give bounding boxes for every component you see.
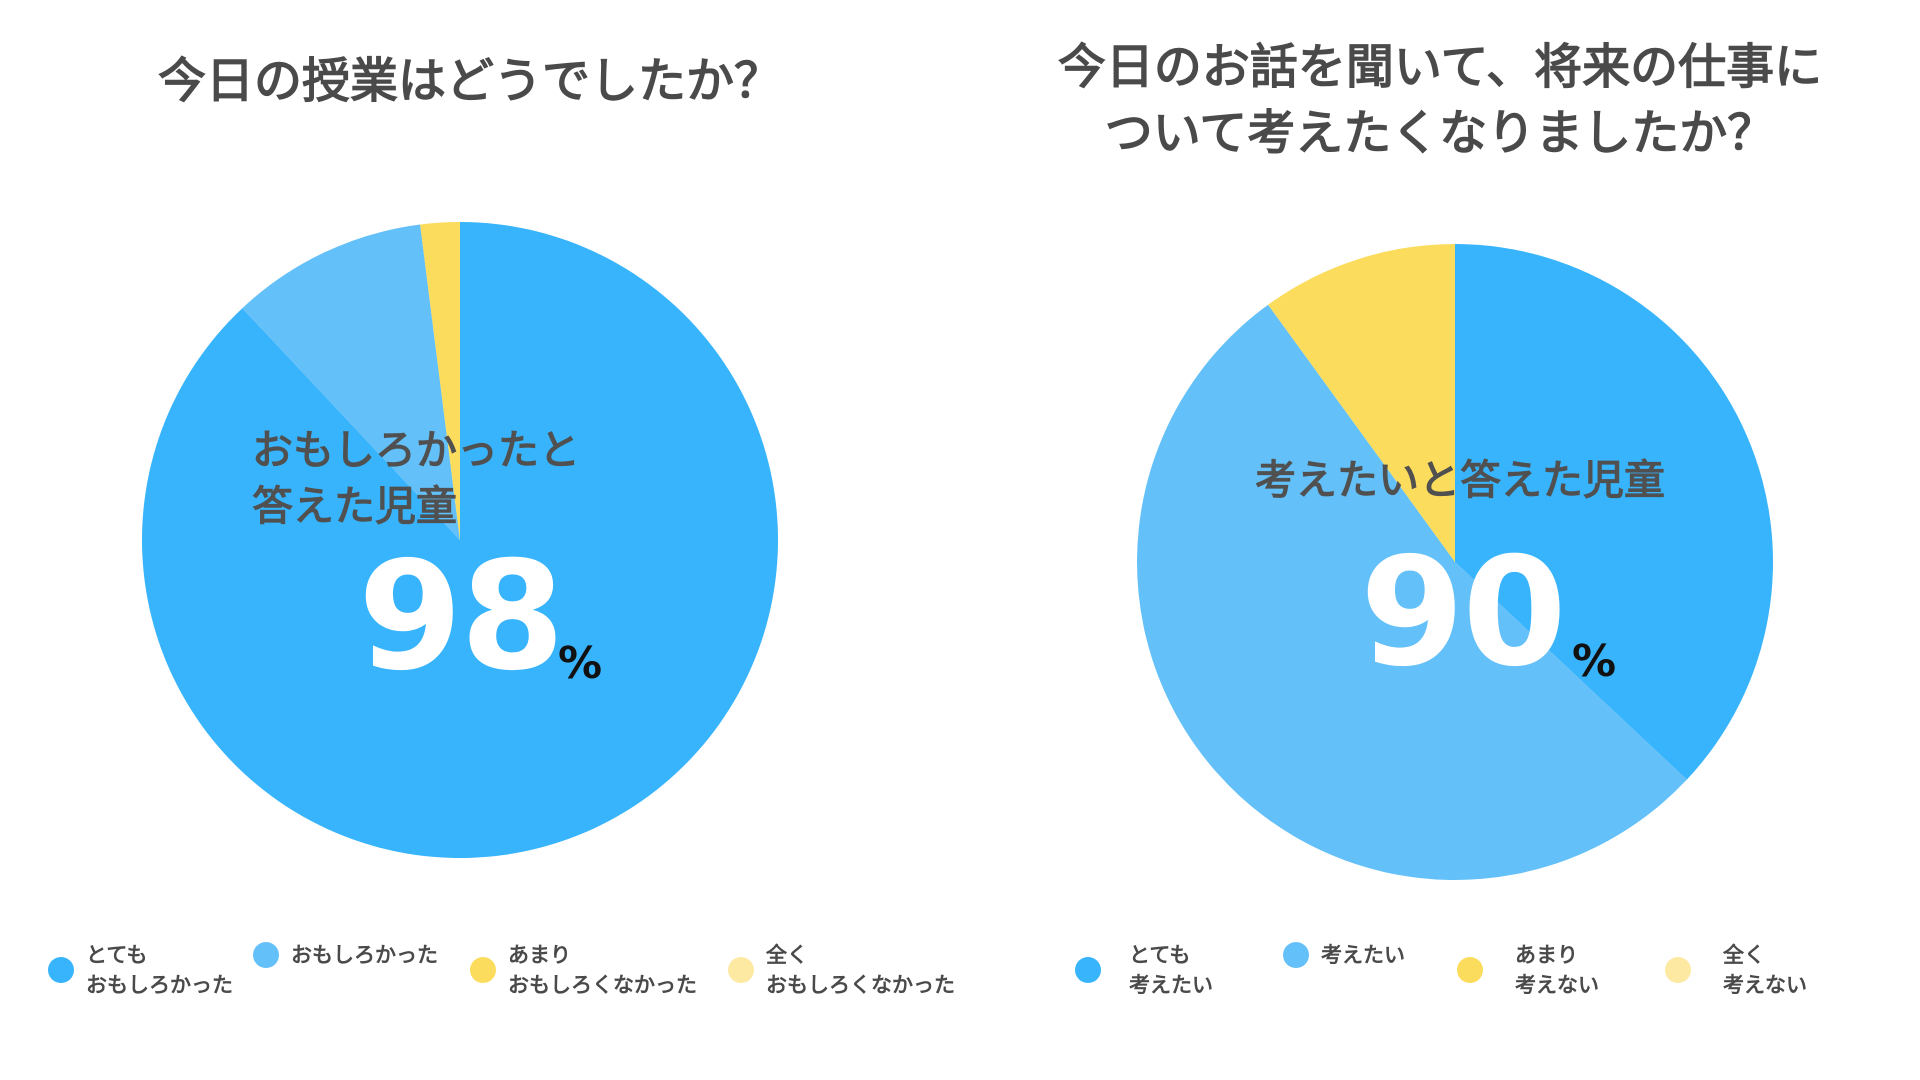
center-label-career: 考えたいと答えた児童 (1255, 456, 1665, 504)
highlight-value-lesson: 98 (358, 530, 565, 704)
pie-slice-1-0 (1455, 244, 1773, 780)
chart-title-career: 今日のお話を聞いて、将来の仕事に ついて考えたくなりましたか？ (1057, 39, 1823, 161)
legend-item-career-notmuch: あまり 考えない (1457, 940, 1599, 1000)
center-label-lesson: おもしろかったと 答えた児童 (252, 426, 580, 530)
legend-label: 考えたい (1321, 943, 1405, 967)
legend-label: おもしろかった (291, 943, 438, 967)
pie-slice-0-1 (242, 224, 460, 541)
legend-label: あまり おもしろくなかった (508, 943, 697, 997)
pie-slice-1-1 (1136, 304, 1687, 881)
legend-lesson: とても おもしろかった おもしろかった あまり おもしろくなかった 全く おもし… (48, 940, 968, 1030)
legend-swatch (48, 957, 74, 983)
legend-label: あまり 考えない (1515, 943, 1599, 997)
pie-chart-career (1136, 244, 1773, 881)
pie-slice-0-2 (420, 222, 460, 540)
legend-label: 全く 考えない (1723, 943, 1807, 997)
chart-panel-lesson: 今日の授業はどうでしたか？ おもしろかったと 答えた児童 98 % とても おも… (48, 53, 955, 997)
legend-swatch (728, 957, 754, 983)
pie-chart-lesson (141, 222, 778, 859)
legend-item-lesson-notmuch: あまり おもしろくなかった (470, 940, 697, 1000)
legend-item-lesson-fun: おもしろかった (253, 940, 438, 970)
legend-item-career-very: とても 考えたい (1075, 940, 1213, 1000)
legend-item-lesson-very: とても おもしろかった (48, 940, 233, 1000)
legend-swatch (253, 942, 279, 968)
legend-label: 全く おもしろくなかった (766, 943, 955, 997)
highlight-unit-career: % (1572, 636, 1617, 687)
legend-swatch (470, 957, 496, 983)
legend-swatch (1457, 957, 1483, 983)
legend-item-career-want: 考えたい (1283, 940, 1405, 970)
legend-item-lesson-none: 全く おもしろくなかった (728, 940, 955, 1000)
pie-slice-0-0 (141, 222, 778, 859)
highlight-unit-lesson: % (558, 638, 603, 689)
highlight-value-career: 90 (1360, 526, 1567, 700)
legend-career: とても 考えたい 考えたい あまり 考えない 全く 考えない (1075, 940, 1895, 1030)
legend-swatch (1665, 957, 1691, 983)
legend-swatch (1283, 942, 1309, 968)
chart-panel-career: 今日のお話を聞いて、将来の仕事に ついて考えたくなりましたか？ 考えたいと答えた… (960, 0, 1920, 1080)
legend-item-career-none: 全く 考えない (1665, 940, 1807, 1000)
legend-label: とても おもしろかった (86, 943, 233, 997)
pie-slice-1-2 (1268, 244, 1455, 562)
legend-swatch (1075, 957, 1101, 983)
legend-label: とても 考えたい (1129, 943, 1213, 997)
chart-title-lesson: 今日の授業はどうでしたか？ (157, 53, 782, 109)
